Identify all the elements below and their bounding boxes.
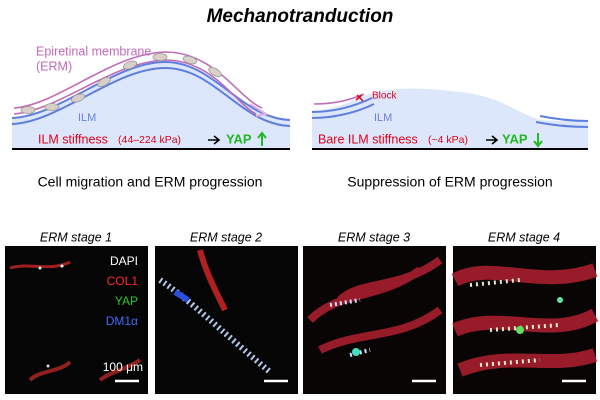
scale-bar-label: 100 μm — [103, 360, 143, 374]
erm-line — [13, 51, 263, 109]
retina-band — [312, 88, 588, 148]
up-arrow — [257, 131, 267, 146]
micrograph — [155, 246, 298, 394]
micrograph — [5, 246, 148, 394]
erm-abbrev: (ERM) — [36, 59, 72, 73]
stain-label: COL1 — [107, 274, 139, 288]
ilm-label: ILM — [78, 112, 96, 124]
stiffness-range: (44–224 kPa) — [118, 134, 181, 146]
right-caption: Suppression of ERM progression — [347, 174, 552, 190]
migration-arrow — [249, 103, 269, 117]
yap-label: YAP — [226, 131, 252, 146]
retina-band — [12, 62, 290, 148]
image-label: ERM stage 3 — [338, 230, 410, 244]
micrograph — [303, 246, 446, 394]
stain-label: DM1α — [106, 314, 138, 328]
ilm-line — [311, 97, 373, 113]
image-label: ERM stage 1 — [40, 230, 112, 244]
image-label: ERM stage 2 — [190, 230, 262, 244]
stiffness-label: ILM stiffness — [38, 132, 108, 146]
stain-label: YAP — [115, 294, 138, 308]
stain-label: DAPI — [110, 254, 138, 268]
ilm-line — [535, 121, 589, 128]
block-mark — [355, 94, 364, 102]
yap-label: YAP — [502, 131, 528, 146]
arrow — [486, 135, 499, 145]
erm-label: Epiretinal membrane — [36, 44, 151, 58]
right-diagram: Block ILM Bare ILM stiffness (~4 kPa) YA… — [311, 88, 589, 150]
stiffness-label: Bare ILM stiffness — [318, 132, 418, 146]
block-label: Block — [372, 91, 397, 102]
ilm-line — [539, 115, 589, 122]
down-arrow — [533, 133, 543, 148]
left-diagram: Epiretinal membrane (ERM) ILM ILM stiffn… — [11, 44, 291, 150]
stiffness-range: (~4 kPa) — [428, 134, 468, 146]
erm-cells — [20, 53, 222, 114]
image-label: ERM stage 4 — [488, 230, 560, 244]
arrow — [208, 135, 221, 145]
ilm-label: ILM — [374, 112, 392, 124]
ilm-line — [311, 103, 375, 119]
ilm-line — [11, 66, 291, 127]
left-caption: Cell migration and ERM progression — [38, 174, 263, 190]
micrograph — [451, 246, 599, 394]
figure-title: Mechanotranduction — [207, 6, 394, 27]
